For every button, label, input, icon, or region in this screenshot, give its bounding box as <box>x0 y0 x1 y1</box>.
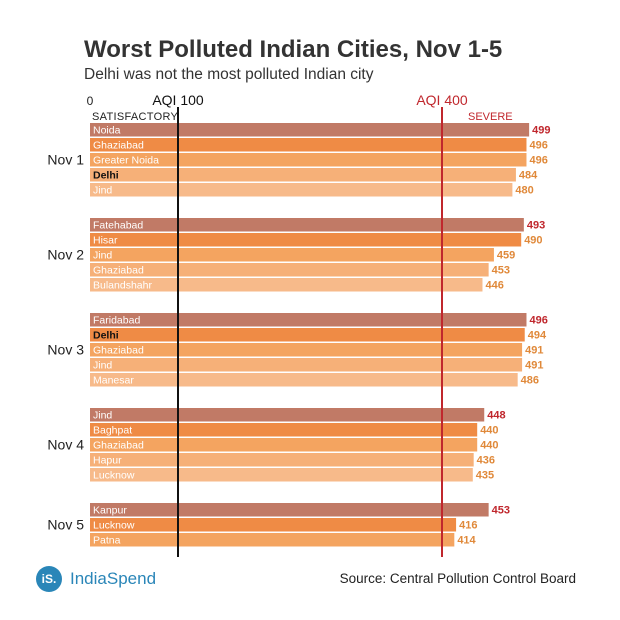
bar-value-label: 491 <box>525 345 543 357</box>
bar-city-label: Lucknow <box>93 520 135 532</box>
bar-value-label: 486 <box>521 375 539 387</box>
bar-value-label: 459 <box>497 250 515 262</box>
source-note: Source: Central Pollution Control Board <box>339 571 576 586</box>
bar-value-label: 491 <box>525 360 543 372</box>
bar-value-label: 496 <box>529 315 547 327</box>
reference-line-label: AQI 400 <box>416 92 468 108</box>
bar <box>90 328 525 342</box>
bar-city-label: Kanpur <box>93 505 127 517</box>
axis-zero-label: 0 <box>87 94 94 108</box>
bar-value-label: 494 <box>528 330 547 342</box>
bar <box>90 373 518 387</box>
bar-value-label: 446 <box>485 280 503 292</box>
bar-city-label: Ghaziabad <box>93 265 144 277</box>
bar-city-label: Noida <box>93 125 121 137</box>
bar-city-label: Delhi <box>93 170 119 182</box>
bar-city-label: Hapur <box>93 455 122 467</box>
bar <box>90 153 527 167</box>
bar-value-label: 490 <box>524 235 542 247</box>
bar-city-label: Faridabad <box>93 315 140 327</box>
bar <box>90 183 513 197</box>
bar <box>90 123 530 137</box>
bar-value-label: 440 <box>480 425 498 437</box>
bar <box>90 343 523 357</box>
bar <box>90 503 489 517</box>
bar <box>90 408 485 422</box>
bar <box>90 533 455 547</box>
bar-city-label: Jind <box>93 185 112 197</box>
bar-city-label: Patna <box>93 535 121 547</box>
bar <box>90 468 473 482</box>
bar-city-label: Hisar <box>93 235 118 247</box>
reference-line-label: AQI 100 <box>152 92 204 108</box>
bar <box>90 218 524 232</box>
group-date-label: Nov 5 <box>47 517 84 533</box>
bar <box>90 278 483 292</box>
bar <box>90 438 478 452</box>
group-date-label: Nov 4 <box>47 437 84 453</box>
bar-city-label: Jind <box>93 250 112 262</box>
bar-value-label: 480 <box>515 185 533 197</box>
bar <box>90 233 522 247</box>
bar-city-label: Bulandshahr <box>93 280 152 292</box>
bar-value-label: 499 <box>532 125 550 137</box>
bar-city-label: Fatehabad <box>93 220 143 232</box>
bar-city-label: Ghaziabad <box>93 345 144 357</box>
bar-value-label: 496 <box>529 140 547 152</box>
bar <box>90 518 457 532</box>
reference-category-label: SEVERE <box>468 111 513 123</box>
brand-name: IndiaSpend <box>70 569 157 588</box>
bar-value-label: 448 <box>487 410 505 422</box>
bar-city-label: Jind <box>93 410 112 422</box>
bar-city-label: Greater Noida <box>93 155 159 167</box>
bar-value-label: 484 <box>519 170 538 182</box>
bar-value-label: 414 <box>457 535 476 547</box>
group-date-label: Nov 2 <box>47 247 84 263</box>
group-date-label: Nov 1 <box>47 152 84 168</box>
bar-chart: 0 Noida 499 Ghaziabad 496 Greater Noida 496 Del… <box>47 92 550 557</box>
bar-value-label: 496 <box>529 155 547 167</box>
bar-city-label: Ghaziabad <box>93 140 144 152</box>
bar <box>90 248 494 262</box>
bar <box>90 453 474 467</box>
bar-city-label: Ghaziabad <box>93 440 144 452</box>
chart-subtitle: Delhi was not the most polluted Indian c… <box>84 66 374 83</box>
bar-city-label: Jind <box>93 360 112 372</box>
bar-value-label: 436 <box>477 455 495 467</box>
bar <box>90 138 527 152</box>
bar-city-label: Lucknow <box>93 470 135 482</box>
bar <box>90 168 516 182</box>
bar <box>90 313 527 327</box>
bar-value-label: 416 <box>459 520 477 532</box>
indiaspend-logo-icon: iS. <box>36 566 62 592</box>
chart-title: Worst Polluted Indian Cities, Nov 1-5 <box>84 36 503 63</box>
bar <box>90 263 489 277</box>
bar-value-label: 435 <box>476 470 494 482</box>
bar-city-label: Baghpat <box>93 425 132 437</box>
bar-value-label: 440 <box>480 440 498 452</box>
bar-value-label: 493 <box>527 220 545 232</box>
bar-value-label: 453 <box>492 265 510 277</box>
bar-city-label: Delhi <box>93 330 119 342</box>
reference-category-label: SATISFACTORY <box>92 111 178 123</box>
bar-value-label: 453 <box>492 505 510 517</box>
bar <box>90 423 478 437</box>
group-date-label: Nov 3 <box>47 342 84 358</box>
bar <box>90 358 523 372</box>
bar-city-label: Manesar <box>93 375 134 387</box>
